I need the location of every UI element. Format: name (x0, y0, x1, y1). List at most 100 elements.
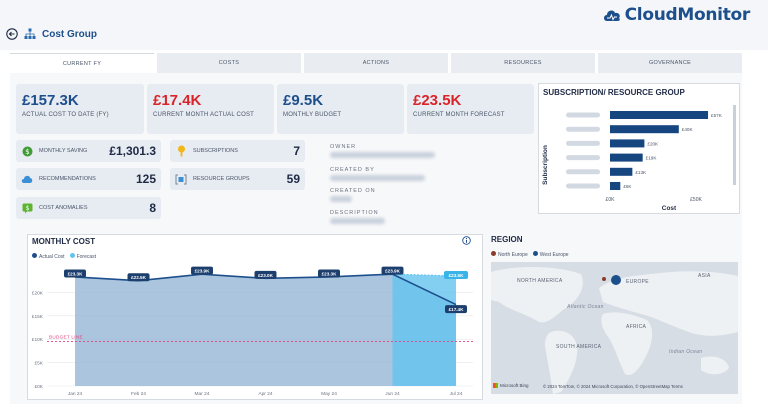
stat-cost-anomalies[interactable]: $ COST ANOMALIES 8 (16, 197, 161, 219)
subscription-panel-title: SUBSCRIPTION/ RESOURCE GROUP (543, 88, 685, 97)
y-tick-label: £20K (32, 290, 44, 296)
budget-line-label: BUDGET LINE (49, 335, 83, 340)
monthly-cost-chart: £0K £5K £10K £15K £20K BUDGET LINE £23.3K £22.5… (32, 266, 473, 397)
kpi-current-month-actual: £17.4K CURRENT MONTH ACTUAL COST (147, 84, 274, 134)
svg-text:$: $ (25, 148, 29, 156)
bar-data-label: £6K (623, 184, 632, 189)
tab-resources[interactable]: RESOURCES (451, 53, 595, 73)
redacted-category-label (566, 169, 600, 175)
x-axis-label: Cost (662, 205, 677, 212)
x-tick-label: Apr 24 (258, 391, 272, 397)
brand-logo: CloudMonitor (602, 5, 750, 25)
stat-subscriptions[interactable]: SUBSCRIPTIONS 7 (170, 140, 305, 162)
created-by-label: CREATED BY (330, 167, 375, 173)
stat-label: RESOURCE GROUPS (193, 176, 250, 182)
created-on-label: CREATED ON (330, 188, 376, 194)
kpi-value: £9.5K (283, 92, 324, 109)
stat-recommendations[interactable]: RECOMMENDATIONS 125 (16, 168, 161, 190)
forecast-area (392, 274, 456, 386)
map-label-europe: EUROPE (626, 279, 649, 285)
anomaly-icon: $ (21, 202, 33, 214)
kpi-actual-cost-fy: £157.3K ACTUAL COST TO DATE (FY) (16, 84, 144, 134)
stat-monthly-saving[interactable]: $ MONTHLY SAVING £1,301.3 (16, 140, 161, 162)
kpi-label: CURRENT MONTH ACTUAL COST (153, 112, 255, 118)
data-label-bg (254, 270, 277, 279)
kpi-label: ACTUAL COST TO DATE (FY) (22, 112, 109, 118)
description-value-redacted (330, 218, 385, 224)
y-tick-label: £15K (32, 314, 44, 320)
stat-resource-groups[interactable]: RESOURCE GROUPS 59 (170, 168, 305, 190)
data-label: £23.9K (195, 269, 210, 274)
top-bar (0, 0, 768, 50)
owner-label: OWNER (330, 144, 357, 150)
region-map[interactable]: NORTH AMERICA EUROPE ASIA AFRICA SOUTH A… (491, 262, 738, 394)
stat-value: £1,301.3 (109, 144, 156, 158)
description-label: DESCRIPTION (330, 210, 379, 216)
x-tick-label: £0K (606, 197, 616, 203)
tab-governance[interactable]: GOVERNANCE (598, 53, 742, 73)
kpi-label: CURRENT MONTH FORECAST (413, 112, 505, 118)
tab-costs[interactable]: COSTS (157, 53, 301, 73)
bar-data-label: £19K (646, 156, 658, 161)
x-tick-label: Jul 24 (450, 391, 463, 397)
bar-data-label: £20K (647, 141, 659, 146)
tab-actions[interactable]: ACTIONS (304, 53, 448, 73)
map-label-north-america: NORTH AMERICA (517, 278, 563, 284)
scrollbar[interactable] (733, 105, 736, 185)
legend-north-europe: North Europe (491, 251, 528, 258)
resource-group-icon (175, 173, 187, 185)
data-label-bg (445, 305, 467, 314)
x-tick-label: Mar 24 (195, 391, 210, 397)
north-europe-marker[interactable] (602, 277, 606, 281)
created-on-value-redacted (330, 196, 352, 202)
y-tick-label: £0K (34, 384, 43, 390)
monthly-cost-title: MONTHLY COST (32, 237, 96, 246)
data-label-bg (127, 273, 150, 282)
tab-current-fy[interactable]: CURRENT FY (10, 53, 154, 73)
hierarchy-icon (24, 28, 36, 39)
stat-value: 8 (149, 201, 156, 215)
kpi-current-month-forecast: £23.5K CURRENT MONTH FORECAST (407, 84, 534, 134)
data-label: £17.4K (449, 307, 464, 312)
info-icon[interactable] (462, 236, 471, 245)
legend-forecast: Forecast (69, 253, 96, 260)
kpi-value: £23.5K (413, 92, 462, 109)
stat-label: SUBSCRIPTIONS (193, 148, 238, 154)
kpi-value: £17.4K (153, 92, 202, 109)
legend-actual: Actual Cost (32, 253, 65, 260)
y-tick-label: £10K (32, 337, 44, 343)
bing-logo: Microsoft Bing (493, 383, 529, 388)
world-map-shapes (491, 267, 738, 394)
west-europe-marker[interactable] (611, 275, 621, 285)
map-label-indian: Indian Ocean (669, 349, 703, 355)
bar-data-label: £57K (711, 113, 723, 118)
svg-text:$: $ (25, 205, 29, 212)
bar (610, 167, 633, 176)
forecast-data-label: £23.5K (449, 273, 464, 278)
redacted-category-label (566, 126, 600, 132)
map-label-south-america: SOUTH AMERICA (556, 344, 602, 350)
data-label-bg (64, 269, 86, 278)
cloud-icon (603, 10, 620, 21)
monthly-cost-legend: Actual Cost Forecast (32, 253, 96, 260)
back-arrow-icon[interactable] (6, 28, 18, 40)
stat-value: 7 (293, 144, 300, 158)
map-label-africa: AFRICA (626, 324, 647, 330)
map-attribution[interactable]: © 2024 TomTom, © 2024 Microsoft Corporat… (543, 384, 683, 389)
x-tick-label: £50K (690, 197, 702, 203)
kpi-value: £157.3K (22, 92, 79, 109)
forecast-label-bg (444, 271, 468, 280)
bar (610, 153, 643, 162)
owner-value-redacted (330, 152, 435, 158)
x-tick-label: May 24 (321, 391, 337, 397)
money-icon: $ (21, 145, 33, 157)
stat-value: 59 (286, 172, 300, 186)
region-title: REGION (491, 235, 523, 244)
redacted-category-label (566, 140, 600, 146)
kpi-monthly-budget: £9.5K MONTHLY BUDGET (277, 84, 404, 134)
x-tick-label: Jun 24 (385, 391, 400, 397)
data-label: £22.5K (131, 275, 146, 280)
subscription-panel (538, 83, 740, 214)
created-by-value-redacted (330, 175, 425, 181)
brand-name: CloudMonitor (624, 5, 751, 25)
